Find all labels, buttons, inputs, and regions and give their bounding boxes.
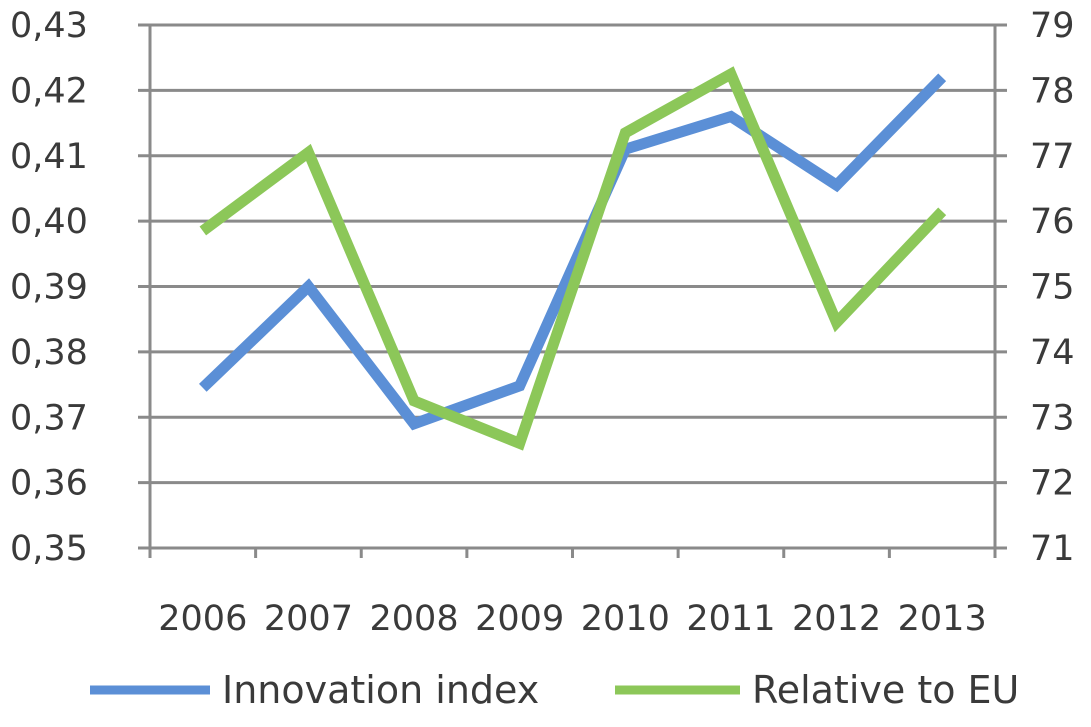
right-axis-tick-label: 71 xyxy=(1030,529,1075,569)
series-line-innovation-index xyxy=(199,73,947,431)
left-axis-tick-label: 0,39 xyxy=(10,268,88,308)
legend-label: Relative to EU xyxy=(752,668,1019,712)
x-axis-tick-label: 2008 xyxy=(370,599,459,639)
x-axis-tick-label: 2006 xyxy=(158,599,247,639)
right-axis-tick-label: 79 xyxy=(1030,6,1075,46)
left-axis-tick-label: 0,42 xyxy=(10,71,88,111)
right-axis-tick-label: 72 xyxy=(1030,464,1075,504)
x-axis-tick-label: 2010 xyxy=(581,599,670,639)
x-axis-tick-label: 2009 xyxy=(475,599,564,639)
x-axis-tick-label: 2013 xyxy=(898,599,987,639)
left-axis-tick-label: 0,37 xyxy=(10,398,88,438)
series-line-relative-to-eu xyxy=(199,66,947,451)
left-axis-tick-label: 0,40 xyxy=(10,202,88,242)
left-axis-tick-label: 0,36 xyxy=(10,464,88,504)
x-axis-tick-label: 2011 xyxy=(686,599,775,639)
gridlines xyxy=(150,23,995,485)
right-axis-tick-label: 73 xyxy=(1030,398,1075,438)
x-axis-tick-label: 2007 xyxy=(264,599,353,639)
left-axis-tick-label: 0,38 xyxy=(10,333,88,373)
right-axis-tick-label: 78 xyxy=(1030,71,1075,111)
axes xyxy=(138,23,1007,558)
left-axis-tick-label: 0,41 xyxy=(10,137,88,177)
legend-label: Innovation index xyxy=(222,668,539,712)
right-axis-tick-label: 76 xyxy=(1030,202,1075,242)
tick-labels: 0,35 0,36 0,37 0,38 0,39 0,40 0,41 0,42 0,43 71 72… xyxy=(10,6,1075,639)
series-lines xyxy=(199,66,947,451)
x-axis-tick-label: 2012 xyxy=(792,599,881,639)
right-axis-tick-label: 75 xyxy=(1030,268,1075,308)
right-axis-tick-label: 74 xyxy=(1030,333,1075,373)
left-axis-tick-label: 0,35 xyxy=(10,529,88,569)
left-axis-tick-label: 0,43 xyxy=(10,6,88,46)
legend: Innovation index Relative to EU xyxy=(90,668,1019,712)
right-axis-tick-label: 77 xyxy=(1030,137,1075,177)
